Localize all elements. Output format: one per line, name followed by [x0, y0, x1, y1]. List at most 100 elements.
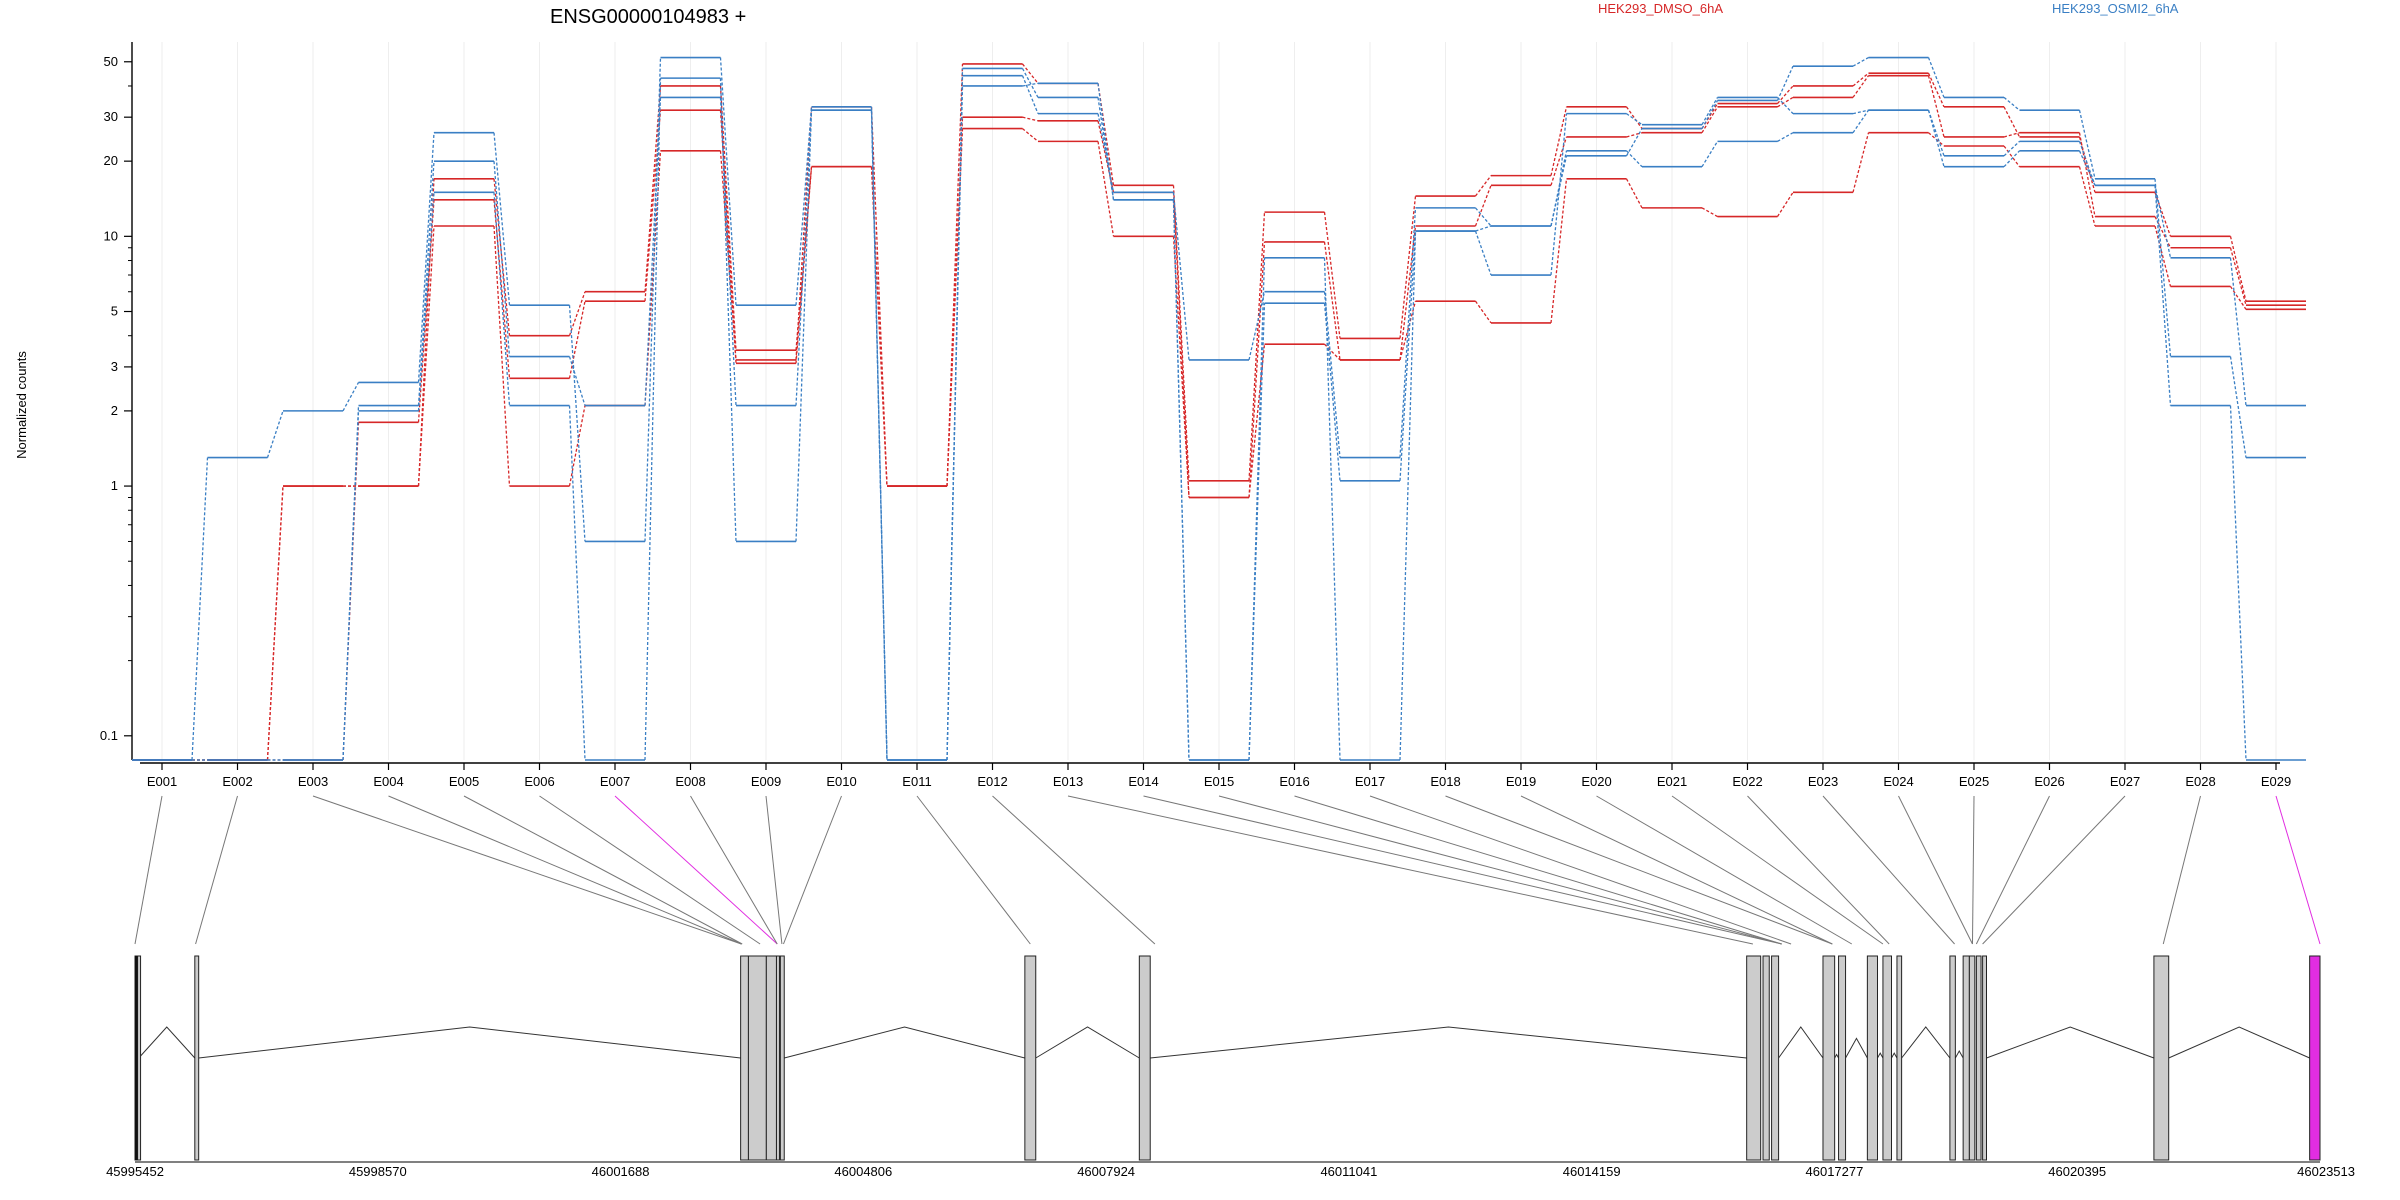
series-connector: [1097, 141, 1115, 237]
series-connector: [2154, 225, 2172, 287]
x-tick-label: E021: [1657, 774, 1687, 789]
intron-line: [1954, 1049, 1964, 1059]
x-tick-label: E012: [977, 774, 1007, 789]
series-connector: [1399, 225, 1417, 360]
series-connector: [870, 106, 888, 487]
series-connector: [1852, 132, 1870, 193]
genomic-tick-label: 46004806: [834, 1164, 892, 1179]
exon-connector: [1369, 795, 1792, 945]
exon-connector: [1982, 795, 2126, 945]
series-connector: [870, 106, 888, 761]
exon-box: [2153, 955, 2170, 1161]
series-connector: [1248, 291, 1266, 361]
series-connector: [1625, 178, 1643, 209]
genomic-tick-label: 46023513: [2297, 1164, 2355, 1179]
exon-box-first: [135, 956, 138, 1160]
series-connector: [1701, 106, 1719, 134]
series-connector: [2154, 192, 2172, 237]
x-tick-label: E009: [751, 774, 781, 789]
series-connector: [1927, 109, 1945, 157]
exon-box: [1975, 955, 1982, 1161]
series-connector: [2229, 356, 2247, 458]
intron-line: [1834, 1053, 1839, 1059]
series-connector: [493, 161, 511, 357]
y-tick-label: 20: [104, 153, 118, 168]
exon-connector: [1067, 795, 1754, 945]
series-connector: [417, 199, 435, 423]
x-tick-label: E004: [373, 774, 403, 789]
exon-box: [765, 955, 777, 1161]
series-connector: [2078, 141, 2096, 186]
series-connector: [1172, 192, 1190, 498]
x-tick-label: E013: [1053, 774, 1083, 789]
exon-connector: [614, 795, 778, 945]
exon-connector: [1218, 795, 1782, 945]
series-connector: [1021, 63, 1039, 84]
series-connector: [1097, 83, 1115, 200]
x-tick-label: E027: [2110, 774, 2140, 789]
series-connector: [644, 97, 662, 406]
x-tick-label: E008: [675, 774, 705, 789]
series-connector: [2003, 106, 2021, 138]
series-connector: [1399, 195, 1417, 339]
series-connector: [1399, 231, 1417, 761]
series-connector: [1701, 207, 1718, 218]
y-tick-label: 5: [111, 304, 118, 319]
exon-box: [1822, 955, 1836, 1161]
series-connector: [1323, 291, 1341, 458]
intron-line: [1901, 1026, 1951, 1059]
series-connector: [1777, 96, 1794, 108]
series-HEK293_OSMI2_6hA: [132, 77, 2306, 761]
series-connector: [1172, 199, 1190, 761]
series-connector: [1927, 57, 1945, 98]
series-connector: [1852, 109, 1869, 115]
genomic-tick-label: 46014159: [1563, 1164, 1621, 1179]
series-connector: [2229, 257, 2247, 406]
exon-box: [194, 955, 200, 1161]
series-connector: [1248, 344, 1266, 498]
x-tick-label: E002: [222, 774, 252, 789]
exon-connector: [1143, 795, 1782, 945]
exon-box-highlighted: [2309, 955, 2321, 1161]
y-tick-label: 10: [104, 228, 118, 243]
series-connector: [417, 132, 435, 383]
x-tick-label: E022: [1732, 774, 1762, 789]
series-connector: [1550, 150, 1568, 227]
series-connector: [1323, 241, 1341, 360]
series-connector: [1022, 82, 1039, 87]
intron-line: [1035, 1026, 1140, 1059]
exon-connector: [1975, 795, 2050, 945]
series-connector: [417, 192, 435, 411]
exon-connector: [2162, 795, 2201, 945]
series-connector: [1852, 56, 1869, 67]
x-tick-label: E017: [1355, 774, 1385, 789]
series-connector: [2003, 145, 2021, 168]
series-connector: [1776, 65, 1794, 101]
series-connector: [568, 405, 586, 761]
genomic-tick-label: 45995452: [106, 1164, 164, 1179]
x-tick-label: E006: [524, 774, 554, 789]
exon-box: [1866, 955, 1878, 1161]
exon-connector: [1822, 795, 1955, 945]
series-connector: [493, 192, 511, 406]
series-connector: [1550, 178, 1568, 324]
exon-box: [779, 955, 785, 1161]
legend-label-osmi: HEK293_OSMI2_6hA: [2052, 1, 2179, 16]
exon-connector: [765, 795, 783, 945]
exon-connector: [463, 795, 743, 945]
exon-connector: [2275, 795, 2321, 945]
series-connector: [568, 301, 586, 379]
x-tick-label: E019: [1506, 774, 1536, 789]
exon-connector: [1596, 795, 1853, 945]
series-connector: [1172, 192, 1190, 360]
genomic-tick-label: 46017277: [1806, 1164, 1864, 1179]
x-tick-label: E018: [1430, 774, 1460, 789]
series-connector: [342, 410, 360, 761]
exon-connector: [783, 795, 842, 945]
series-connector: [493, 225, 511, 487]
series-connector: [2229, 236, 2247, 302]
series-connector: [795, 166, 813, 364]
exon-connector: [539, 795, 761, 945]
series-connector: [1323, 257, 1341, 761]
